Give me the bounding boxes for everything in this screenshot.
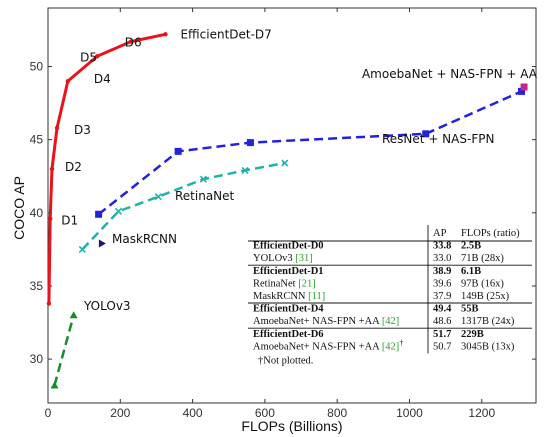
table-flops-cell: 97B (16x) xyxy=(461,278,504,289)
data-point xyxy=(246,139,254,147)
table-header-flops: FLOPs (ratio) xyxy=(461,228,520,239)
data-point xyxy=(128,39,133,44)
point-label: D5 xyxy=(80,50,97,64)
y-tick-label: 50 xyxy=(30,60,44,74)
y-axis: 30 35 40 45 50 xyxy=(30,60,536,366)
table-flops-cell: 6.1B xyxy=(461,266,481,277)
data-point xyxy=(163,32,168,37)
table-flops-cell: 3045B (13x) xyxy=(461,341,515,352)
label-layer: D1 D2 D3 D4 D5 D6 EfficientDet-D7 ResNet + NAS-… xyxy=(61,27,538,313)
data-point xyxy=(520,83,528,91)
series-retinanet xyxy=(78,159,289,253)
table-model-cell: AmoebaNet+ NAS-FPN +AA [42]† xyxy=(253,338,403,353)
data-point xyxy=(422,130,430,138)
series-line xyxy=(53,314,75,386)
table-model-cell: AmoebaNet+ NAS-FPN +AA [42] xyxy=(253,316,399,327)
series-line xyxy=(47,32,166,304)
y-tick-label: 35 xyxy=(30,279,44,293)
point-label: D1 xyxy=(61,214,78,228)
data-point xyxy=(49,166,55,172)
comparison-table: AP FLOPs (ratio) EfficientDet-D0 33.8 2.5B YO… xyxy=(248,225,532,366)
data-point xyxy=(241,166,249,174)
y-tick-label: 45 xyxy=(30,133,44,147)
point-label: D6 xyxy=(125,36,142,50)
series-resnet-nas-fpn xyxy=(95,87,526,218)
data-point xyxy=(154,193,162,201)
table-header-ap: AP xyxy=(433,228,447,239)
series-layer xyxy=(46,32,528,389)
data-point xyxy=(54,125,60,131)
table-footnote: †Not plotted. xyxy=(258,355,313,366)
x-axis: 0 200 400 600 800 1000 1200 xyxy=(45,8,495,420)
series-amoebanet-nas-fpn-aa xyxy=(520,83,528,91)
table-ap-cell: 38.9 xyxy=(433,266,451,277)
table-ap-cell: 49.4 xyxy=(433,304,452,315)
table-ap-cell: 33.8 xyxy=(433,241,451,252)
data-point xyxy=(98,239,106,248)
data-point xyxy=(281,159,289,167)
series-line xyxy=(81,161,285,251)
data-point xyxy=(94,54,100,59)
table-model-cell: EfficientDet-D6 xyxy=(253,329,324,340)
series-yolov3 xyxy=(50,311,78,389)
series-name-label: ResNet + NAS-FPN xyxy=(382,132,494,146)
point-label: D4 xyxy=(94,72,111,86)
table-model-cell: MaskRCNN [11] xyxy=(253,291,325,302)
data-point xyxy=(518,87,526,95)
point-label: D3 xyxy=(74,123,91,137)
data-point xyxy=(50,381,59,389)
data-point xyxy=(65,78,71,84)
table-flops-cell: 2.5B xyxy=(461,241,481,252)
table-ap-cell: 48.6 xyxy=(433,316,451,327)
x-tick-label: 200 xyxy=(110,406,130,420)
data-point xyxy=(69,311,78,319)
data-point xyxy=(174,147,182,155)
y-axis-title: COCO AP xyxy=(11,176,27,240)
x-tick-label: 1000 xyxy=(396,406,423,420)
data-point xyxy=(78,245,86,253)
x-tick-label: 400 xyxy=(183,406,203,420)
series-name-label: AmoebaNet + NAS-FPN + AA xyxy=(362,67,538,81)
x-tick-label: 800 xyxy=(327,406,347,420)
plot-area xyxy=(47,7,537,404)
x-tick-label: 1200 xyxy=(468,406,495,420)
table-ap-cell: 39.6 xyxy=(433,278,451,289)
table-model-cell: EfficientDet-D1 xyxy=(253,266,324,277)
series-maskrcnn xyxy=(98,239,106,248)
table-ap-cell: 37.9 xyxy=(433,291,451,302)
table-ap-cell: 51.7 xyxy=(433,329,451,340)
plot-frame xyxy=(47,7,537,404)
series-efficientdet xyxy=(46,32,168,306)
y-tick-label: 40 xyxy=(30,206,44,220)
table-flops-cell: 1317B (24x) xyxy=(461,316,515,327)
table-flops-cell: 149B (25x) xyxy=(461,291,510,302)
table-flops-cell: 55B xyxy=(461,304,479,315)
series-name-label: YOLOv3 xyxy=(83,299,131,313)
x-tick-label: 0 xyxy=(45,406,52,420)
data-point xyxy=(95,210,103,218)
data-point xyxy=(46,301,52,306)
data-point xyxy=(114,207,123,215)
table-flops-cell: 71B (28x) xyxy=(461,253,504,264)
point-label: D2 xyxy=(65,160,82,174)
table-flops-cell: 229B xyxy=(461,329,484,340)
point-label: EfficientDet-D7 xyxy=(180,27,271,41)
y-tick-label: 30 xyxy=(30,352,44,366)
table-model-cell: YOLOv3 [31] xyxy=(253,253,313,264)
x-axis-title: FLOPs (Billions) xyxy=(241,418,342,434)
table-model-cell: EfficientDet-D0 xyxy=(253,241,324,252)
data-point xyxy=(199,175,208,183)
series-name-label: RetinaNet xyxy=(175,189,235,203)
data-point xyxy=(48,216,53,221)
table-model-cell: EfficientDet-D4 xyxy=(253,304,324,315)
table-ap-cell: 33.0 xyxy=(433,253,451,264)
series-name-label: MaskRCNN xyxy=(112,232,177,246)
table-model-cell: RetinaNet [21] xyxy=(253,278,316,289)
x-tick-label: 600 xyxy=(255,406,275,420)
table-ap-cell: 50.7 xyxy=(433,341,451,352)
